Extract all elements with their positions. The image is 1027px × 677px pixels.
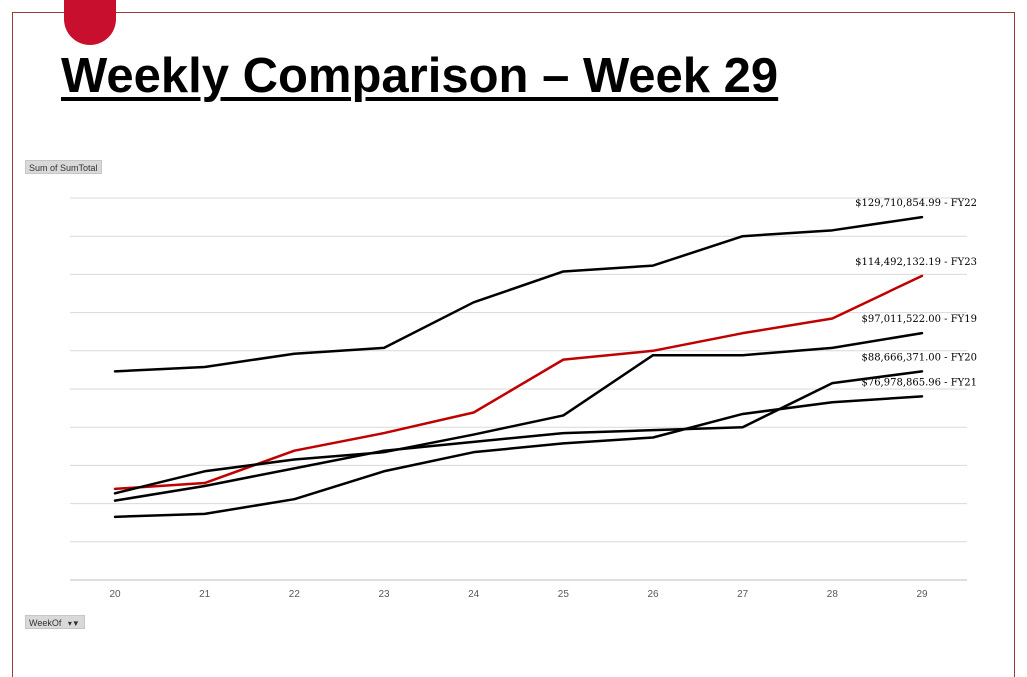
series-line-fy22 bbox=[113, 215, 924, 373]
filter-funnel-icon[interactable]: ▾▼ bbox=[67, 619, 80, 628]
data-label-fy22: $129,710,854.99 - FY22 bbox=[855, 198, 977, 209]
x-tick-label: 24 bbox=[468, 589, 480, 600]
brand-tab bbox=[64, 0, 116, 45]
axis-field-button[interactable]: WeekOf ▾▼ bbox=[25, 615, 85, 629]
data-label-fy23: $114,492,132.19 - FY23 bbox=[855, 257, 977, 268]
slide-frame bbox=[12, 12, 1015, 677]
data-label-fy21: $76,978,865.96 - FY21 bbox=[861, 377, 977, 388]
x-tick-label: 26 bbox=[647, 589, 659, 600]
x-tick-label: 20 bbox=[109, 589, 121, 600]
axis-field-label: WeekOf bbox=[29, 618, 62, 628]
page-title: Weekly Comparison – Week 29 bbox=[61, 49, 779, 103]
x-tick-label: 25 bbox=[558, 589, 570, 600]
series-line-fy19 bbox=[113, 331, 924, 495]
data-label-fy19: $97,011,522.00 - FY19 bbox=[861, 314, 977, 325]
data-label-fy20: $88,666,371.00 - FY20 bbox=[861, 352, 977, 363]
x-tick-label: 23 bbox=[378, 589, 390, 600]
series-line-fy21 bbox=[113, 395, 924, 519]
x-tick-label: 22 bbox=[289, 589, 301, 600]
x-tick-label: 29 bbox=[916, 589, 928, 600]
value-field-button[interactable]: Sum of SumTotal bbox=[25, 160, 102, 174]
x-tick-label: 28 bbox=[827, 589, 839, 600]
x-tick-label: 27 bbox=[737, 589, 749, 600]
series-line-fy20 bbox=[113, 370, 924, 502]
series-line-fy23 bbox=[113, 274, 924, 491]
x-tick-label: 21 bbox=[199, 589, 211, 600]
